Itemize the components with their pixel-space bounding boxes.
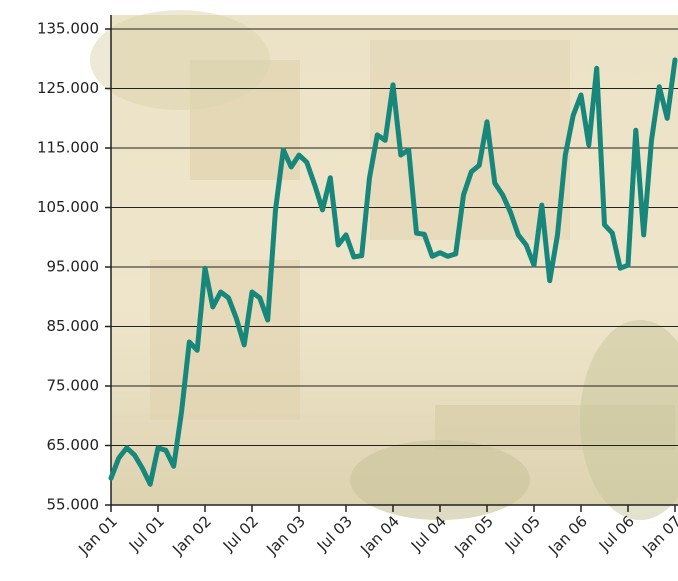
x-tick-label: Jul 01 [125,512,168,555]
x-tick-label: Jan 05 [450,512,497,559]
chart: 55.000 65.000 75.000 85.000 95.000 105.000 115… [0,0,678,581]
x-tick-label: Jul 03 [313,512,356,555]
x-tick-label: Jan 06 [544,512,591,559]
y-tick-label: 75.000 [47,377,100,395]
y-tick-label: 115.000 [37,139,99,157]
x-tick-label: Jan 01 [74,512,121,559]
y-tick-label: 55.000 [47,496,100,514]
y-tick-label: 65.000 [47,436,100,454]
x-tick-label: Jul 05 [501,512,544,555]
y-tick-label: 105.000 [37,198,99,216]
x-tick-label: Jul 06 [595,512,638,555]
y-tick-label: 125.000 [37,79,99,97]
x-tick-label: Jan 04 [356,512,403,559]
x-tick-label: Jul 02 [219,512,262,555]
y-tick-label: 95.000 [47,258,100,276]
x-tick-label: Jan 03 [262,512,309,559]
y-tick-label: 135.000 [37,20,99,38]
x-tick-label: Jan 02 [168,512,215,559]
y-tick-label: 85.000 [47,317,100,335]
page: 55.000 65.000 75.000 85.000 95.000 105.000 115… [0,0,678,581]
